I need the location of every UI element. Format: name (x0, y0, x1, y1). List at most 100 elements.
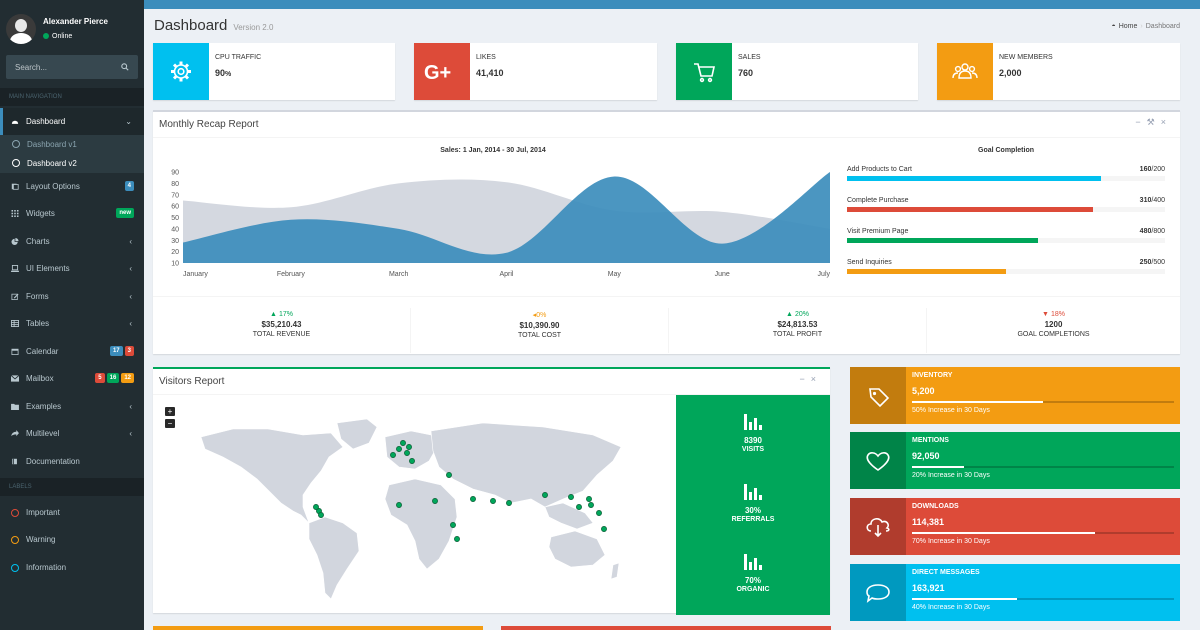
sidebar-item-widgets[interactable]: Widgets new (0, 200, 144, 227)
sidebar-item-calendar[interactable]: Calendar 17 3 (0, 338, 144, 365)
stat-box-downloads: DOWNLOADS 114,381 70% Increase in 30 Day… (850, 498, 1180, 555)
map-zoom-out-button[interactable]: − (165, 419, 175, 428)
info-box-number: 2,000 (999, 68, 1022, 78)
sidebar-item-charts[interactable]: Charts ‹ (0, 228, 144, 255)
cloud-download-icon (866, 518, 890, 538)
goal-completion-title: Goal Completion (978, 147, 1034, 154)
goal-value: 480/800 (1139, 228, 1165, 235)
page-title: Dashboard Version 2.0 (154, 17, 273, 34)
stat-label: VISITS (741, 446, 765, 453)
sidebar-item-label: Information (26, 563, 67, 572)
footer-percentage: ▲ 17% (153, 311, 410, 318)
sidebar-item-mailbox[interactable]: Mailbox 5 16 12 (0, 365, 144, 392)
count-badge: 16 (106, 373, 120, 383)
caret-up-icon: ▲ (270, 311, 277, 318)
info-box-icon (937, 43, 993, 100)
stat-value: 30% (744, 506, 761, 515)
map-zoom-in-button[interactable]: + (165, 407, 175, 416)
content-wrapper: Dashboard Version 2.0 ◓ Home › Dashboard CPU… (144, 9, 1200, 630)
user-name: Alexander Pierce (43, 17, 108, 26)
stat-box-progress-fill (912, 598, 1017, 600)
x-tick-label: July (818, 271, 831, 278)
map-north-america (200, 428, 344, 524)
stat-value: 70% (744, 576, 761, 585)
goal-add-products: Add Products to Cart 160/200 (847, 166, 1165, 194)
count-badge: 3 (124, 346, 134, 356)
visitors-report-box: Visitors Report −× + − (153, 367, 830, 615)
close-icon[interactable]: × (1160, 117, 1172, 127)
stat-organic: 70% ORGANIC (676, 552, 830, 593)
x-tick-label: May (608, 271, 622, 278)
footer-amount: $10,390.90 (519, 321, 560, 330)
collapse-icon[interactable]: − (799, 374, 811, 384)
new-badge: new (116, 208, 134, 218)
goal-value: 310/400 (1139, 197, 1165, 204)
chevron-left-icon: ‹ (129, 402, 132, 411)
goal-label: Send Inquiries (847, 259, 892, 266)
sidebar-item-dashboard-v1[interactable]: Dashboard v1 (0, 135, 144, 154)
sidebar-item-examples[interactable]: Examples ‹ (0, 393, 144, 420)
sidebar-item-ui-elements[interactable]: UI Elements ‹ (0, 255, 144, 282)
stat-box-progress-fill (912, 466, 965, 468)
stat-box-label: DOWNLOADS (912, 503, 959, 510)
footer-pct-value: 0% (536, 312, 547, 319)
y-tick-label: 30 (171, 238, 179, 245)
collapse-icon[interactable]: − (1135, 117, 1147, 127)
map-europe (384, 430, 438, 470)
page-title-text: Dashboard (154, 17, 228, 34)
world-map[interactable] (153, 395, 676, 615)
footer-percentage: ◂0% (411, 311, 668, 319)
sidebar-item-multilevel[interactable]: Multilevel ‹ (0, 420, 144, 447)
info-box-label: LIKES (476, 54, 496, 61)
visitors-stats-pane: 8390 VISITS 30% REFERRALS 70% ORGANIC (676, 395, 830, 615)
info-box-number: 90 (215, 68, 226, 78)
grid-icon (11, 210, 19, 217)
sidebar-item-label: Important (26, 508, 60, 517)
partial-box-orange (153, 626, 483, 630)
files-icon (11, 183, 19, 190)
sidebar-item-forms[interactable]: Forms ‹ (0, 283, 144, 310)
labels-header: LABELS (0, 478, 144, 496)
partial-box-red (501, 626, 831, 630)
search-icon[interactable] (121, 63, 129, 71)
sidebar-label-information[interactable]: Information (0, 554, 144, 581)
main-navigation-header: MAIN NAVIGATION (0, 88, 144, 106)
goal-label: Visit Premium Page (847, 228, 909, 235)
dashboard-icon: ◓ (1111, 23, 1116, 30)
sidebar-label-warning[interactable]: Warning (0, 526, 144, 553)
stat-box-icon (850, 432, 906, 489)
box-header: Monthly Recap Report −⚒× (153, 112, 1180, 138)
footer-pct-value: 18% (1050, 311, 1065, 318)
info-box-unit: % (225, 71, 232, 78)
sidebar-item-label: Warning (26, 535, 56, 544)
goal-label: Complete Purchase (847, 197, 909, 204)
search-input[interactable] (6, 55, 116, 79)
calendar-icon (11, 348, 19, 355)
wrench-icon[interactable]: ⚒ (1146, 117, 1161, 127)
sidebar-item-label: Calendar (26, 347, 59, 356)
stat-box-progress (912, 401, 1174, 403)
sidebar-item-label: Dashboard v1 (27, 140, 77, 149)
sidebar-item-documentation[interactable]: Documentation (0, 448, 144, 475)
info-box-number: 41,410 (476, 68, 504, 78)
laptop-icon (11, 265, 19, 272)
breadcrumb-home[interactable]: Home (1118, 23, 1138, 30)
user-avatar[interactable] (6, 14, 36, 44)
sidebar-item-dashboard-v2[interactable]: Dashboard v2 (0, 154, 144, 173)
sidebar-item-tables[interactable]: Tables ‹ (0, 310, 144, 337)
chevron-left-icon: ‹ (129, 319, 132, 328)
stat-box-label: DIRECT MESSAGES (912, 569, 980, 576)
stat-label: ORGANIC (736, 586, 770, 593)
table-icon (11, 320, 19, 327)
close-icon[interactable]: × (810, 374, 822, 384)
info-box-likes: G+ LIKES 41,410 (414, 43, 657, 100)
heart-icon (866, 452, 890, 471)
sidebar-label-important[interactable]: Important (0, 499, 144, 526)
sidebar-item-dashboard[interactable]: Dashboard ⌄ (0, 108, 144, 135)
sidebar-item-label: Multilevel (26, 429, 60, 438)
sidebar-item-label: UI Elements (26, 264, 70, 273)
map-south-america (308, 516, 360, 600)
box-title: Monthly Recap Report (159, 119, 259, 130)
chevron-left-icon: ‹ (129, 237, 132, 246)
sidebar-item-layout-options[interactable]: Layout Options 4 (0, 173, 144, 200)
